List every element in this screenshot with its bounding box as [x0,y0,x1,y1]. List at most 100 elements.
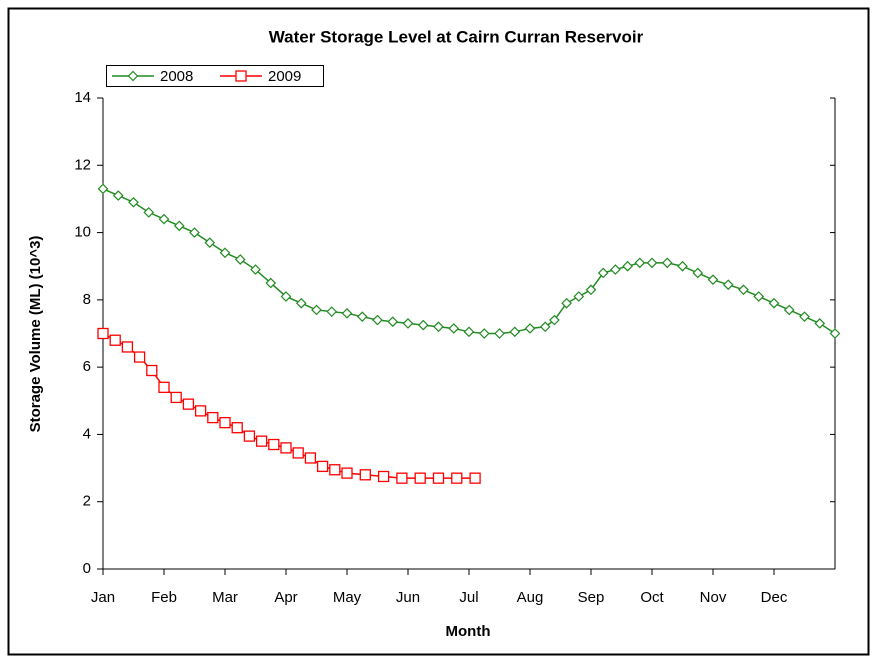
marker [235,70,247,82]
y-tick-label: 2 [83,493,91,510]
marker [432,472,445,484]
marker [341,467,353,479]
marker [219,417,231,429]
marker [112,190,124,201]
marker [97,183,109,195]
marker [304,452,317,464]
marker [646,257,658,269]
x-tick-label: Feb [151,589,177,606]
marker [396,472,408,484]
marker [768,297,780,309]
marker [829,328,841,339]
marker [433,321,444,333]
marker [597,267,609,279]
marker [127,70,139,82]
y-tick-label: 8 [83,291,91,308]
marker [280,442,292,454]
y-axis-label: Storage Volume (ML) (10^3) [27,236,44,433]
marker [524,323,536,334]
x-tick-label: Dec [761,589,788,606]
x-tick-label: Jan [91,589,115,606]
y-tick-label: 6 [83,358,91,375]
x-tick-label: Apr [274,589,297,606]
marker [722,279,734,291]
marker [219,247,231,259]
marker [738,284,749,296]
marker [549,314,560,326]
marker [359,469,371,481]
marker [372,314,383,326]
marker [561,297,572,309]
marker [234,254,246,265]
marker [753,291,765,302]
marker [295,297,307,309]
marker [463,326,475,338]
marker [243,430,256,442]
legend-label: 2009 [268,68,301,85]
marker [97,327,109,340]
legend-label: 2008 [160,68,193,85]
x-tick-label: Oct [640,589,664,606]
marker [268,438,280,451]
marker [469,472,481,484]
chart-title: Water Storage Level at Cairn Curran Rese… [269,27,644,46]
y-tick-label: 10 [74,224,91,241]
marker [311,304,322,316]
marker [356,311,368,323]
marker [292,447,304,459]
marker [231,422,243,434]
marker [573,291,585,302]
marker [610,264,621,275]
x-tick-label: Nov [700,589,727,606]
marker [539,321,551,333]
marker [783,304,795,316]
marker [128,196,139,208]
legend-box [106,65,324,87]
marker [255,435,268,447]
marker [109,334,121,346]
series-line [102,332,476,479]
marker [158,381,170,393]
marker [189,227,200,238]
y-tick-label: 4 [83,425,91,442]
marker [170,391,182,404]
marker [814,318,826,329]
marker [692,267,704,279]
marker [448,323,460,334]
marker [377,470,390,483]
marker [280,291,292,302]
marker [451,472,463,484]
y-tick-label: 12 [74,156,91,173]
marker [414,472,426,484]
marker [494,328,505,339]
marker [146,364,158,377]
marker [133,351,146,363]
marker [387,316,399,328]
marker [326,306,338,317]
x-tick-label: Jun [396,589,420,606]
marker [173,220,185,232]
marker [204,237,216,249]
marker [509,326,521,338]
marker [158,213,170,225]
marker [677,260,688,272]
marker [661,257,673,269]
marker [121,341,134,353]
marker [265,277,277,289]
marker [417,319,429,331]
marker [707,274,719,286]
marker [341,307,353,319]
x-tick-label: Jul [459,589,478,606]
marker [799,311,810,323]
marker [585,284,597,296]
marker [329,464,341,476]
x-tick-label: Aug [517,589,544,606]
x-tick-label: Sep [578,589,605,606]
marker [143,207,155,218]
y-tick-label: 14 [74,89,91,106]
marker [478,328,490,339]
marker [316,460,329,473]
x-axis-label: Month [446,623,491,640]
